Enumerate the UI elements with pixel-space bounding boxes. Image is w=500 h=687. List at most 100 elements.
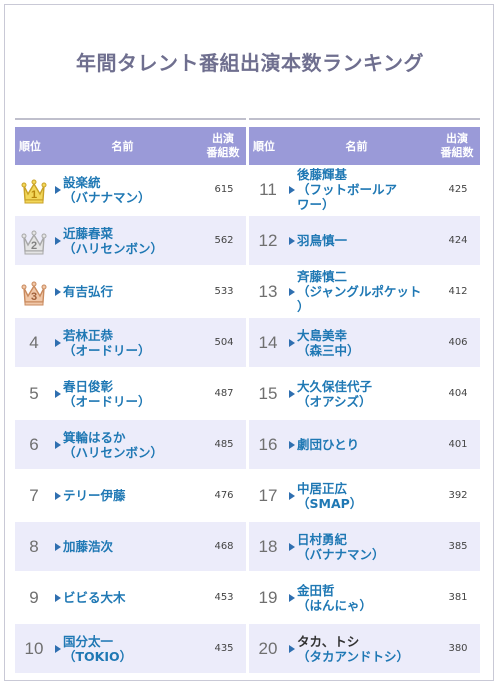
header-rank: 順位 <box>19 140 41 153</box>
bronze-crown-icon: 3 <box>21 281 47 305</box>
talent-name: 若林正恭 <box>63 327 114 343</box>
talent-name-link[interactable]: 若林正恭 （オードリー） <box>63 328 202 358</box>
talent-name-link[interactable]: 近藤春菜 （ハリセンボン） <box>63 226 202 256</box>
header-name: 名前 <box>111 140 134 153</box>
talent-name: 近藤春菜 <box>63 225 114 241</box>
talent-name-link[interactable]: 有吉弘行 <box>63 284 202 299</box>
rank-cell: 16 <box>249 435 287 455</box>
table-header: 順位 名前 出演 番組数 <box>15 127 246 165</box>
talent-group: （バナナマン） <box>297 546 385 562</box>
talent-name-link[interactable]: 箕輪はるか （ハリセンボン） <box>63 430 202 460</box>
talent-name-link[interactable]: 大久保佳代子 （オアシズ） <box>297 379 436 409</box>
table-row: 4 若林正恭 （オードリー） 504 <box>15 318 246 369</box>
table-row: 2 近藤春菜 （ハリセンボン） 562 <box>15 216 246 267</box>
talent-name-link[interactable]: 設楽統 （バナナマン） <box>63 175 202 205</box>
table-row: 12 羽鳥慎一 424 <box>249 216 480 267</box>
talent-name-link[interactable]: 中居正広 （SMAP） <box>297 481 436 511</box>
talent-group: （オードリー） <box>63 342 151 358</box>
talent-name: ビビる大木 <box>63 590 126 605</box>
talent-name: 加藤浩次 <box>63 539 114 554</box>
program-count: 385 <box>448 541 468 552</box>
ranking-table-right: 順位 名前 出演 番組数 11 後藤輝基 （フットボールア ワー） 425 12 羽鳥慎一 4… <box>249 118 480 675</box>
program-count: 476 <box>214 490 234 501</box>
arrow-right-icon <box>53 440 63 449</box>
header-rank: 順位 <box>253 140 275 153</box>
talent-name-link[interactable]: 加藤浩次 <box>63 539 202 554</box>
rank-cell: 6 <box>15 435 53 455</box>
table-row: 19 金田哲 （はんにゃ） 381 <box>249 573 480 624</box>
program-count: 485 <box>214 439 234 450</box>
rank-cell: 8 <box>15 537 53 557</box>
program-count: 401 <box>448 439 468 450</box>
program-count: 424 <box>448 235 468 246</box>
program-count: 453 <box>214 592 234 603</box>
talent-name-link[interactable]: 春日俊彰 （オードリー） <box>63 379 202 409</box>
talent-name-link[interactable]: 大島美幸 （森三中） <box>297 328 436 358</box>
arrow-right-icon <box>53 287 63 296</box>
table-row: 9 ビビる大木 453 <box>15 573 246 624</box>
talent-name-link[interactable]: 羽鳥慎一 <box>297 233 436 248</box>
table-row: 11 後藤輝基 （フットボールア ワー） 425 <box>249 165 480 216</box>
rank-cell: 3 <box>15 278 53 306</box>
talent-name: 大島美幸 <box>297 327 348 343</box>
svg-text:3: 3 <box>31 291 37 303</box>
talent-name-link[interactable]: ビビる大木 <box>63 590 202 605</box>
talent-name: 羽鳥慎一 <box>297 233 348 248</box>
table-row: 18 日村勇紀 （バナナマン） 385 <box>249 522 480 573</box>
program-count: 381 <box>448 592 468 603</box>
talent-name: 設楽統 <box>63 174 101 190</box>
table-row: 20 タカ、トシ （タカアンドトシ） 380 <box>249 624 480 675</box>
table-row: 16 劇団ひとり 401 <box>249 420 480 471</box>
talent-name: 日村勇紀 <box>297 531 348 547</box>
arrow-right-icon <box>53 593 63 602</box>
rank-cell: 14 <box>249 333 287 353</box>
rank-cell: 4 <box>15 333 53 353</box>
talent-name-link[interactable]: 後藤輝基 （フットボールア ワー） <box>297 167 436 212</box>
rank-number: 7 <box>29 485 39 505</box>
rank-cell: 17 <box>249 486 287 506</box>
rank-number: 17 <box>258 485 278 505</box>
program-count: 487 <box>214 388 234 399</box>
talent-group: （森三中） <box>297 342 360 358</box>
rank-cell: 11 <box>249 180 287 200</box>
talent-name-link[interactable]: 斉藤慎二 （ジャングルポケット） <box>297 269 436 314</box>
rank-cell: 10 <box>15 639 53 659</box>
header-count-line1: 出演 <box>212 132 234 145</box>
arrow-right-icon <box>287 491 297 500</box>
arrow-right-icon <box>287 593 297 602</box>
rank-cell: 13 <box>249 282 287 302</box>
program-count: 392 <box>448 490 468 501</box>
gold-crown-icon: 1 <box>21 179 47 203</box>
program-count: 406 <box>448 337 468 348</box>
rank-number: 14 <box>258 332 278 352</box>
arrow-right-icon <box>53 389 63 398</box>
arrow-right-icon <box>53 542 63 551</box>
talent-group: （フットボールア <box>297 182 398 197</box>
rank-number: 4 <box>29 332 39 352</box>
talent-name-link[interactable]: 劇団ひとり <box>297 437 436 452</box>
talent-name-link[interactable]: 金田哲 （はんにゃ） <box>297 583 436 613</box>
arrow-right-icon <box>287 389 297 398</box>
program-count: 615 <box>214 184 234 195</box>
program-count: 533 <box>214 286 234 297</box>
talent-name: 大久保佳代子 <box>297 378 373 394</box>
table-row: 14 大島美幸 （森三中） 406 <box>249 318 480 369</box>
talent-name-link[interactable]: 日村勇紀 （バナナマン） <box>297 532 436 562</box>
ranking-panel: 年間タレント番組出演本数ランキング 順位 名前 出演 番組数 1 設楽統 （バナナマ… <box>4 4 494 681</box>
talent-name-link[interactable]: テリー伊藤 <box>63 488 202 503</box>
table-row: 10 国分太一 （TOKIO） 435 <box>15 624 246 675</box>
table-row: 7 テリー伊藤 476 <box>15 471 246 522</box>
svg-text:1: 1 <box>31 189 37 201</box>
talent-name: 中居正広 <box>297 480 348 496</box>
table-row: 1 設楽統 （バナナマン） 615 <box>15 165 246 216</box>
rank-number: 18 <box>258 536 278 556</box>
table-row: 13 斉藤慎二 （ジャングルポケット） 412 <box>249 267 480 318</box>
rank-number: 5 <box>29 383 39 403</box>
talent-name: 後藤輝基 <box>297 167 348 182</box>
header-name: 名前 <box>345 140 368 153</box>
talent-name-link[interactable]: 国分太一 （TOKIO） <box>63 634 202 664</box>
rank-cell: 5 <box>15 384 53 404</box>
talent-name: 劇団ひとり <box>297 437 360 452</box>
rank-cell: 2 <box>15 227 53 255</box>
talent-group: （タカアンドトシ） <box>297 648 410 664</box>
